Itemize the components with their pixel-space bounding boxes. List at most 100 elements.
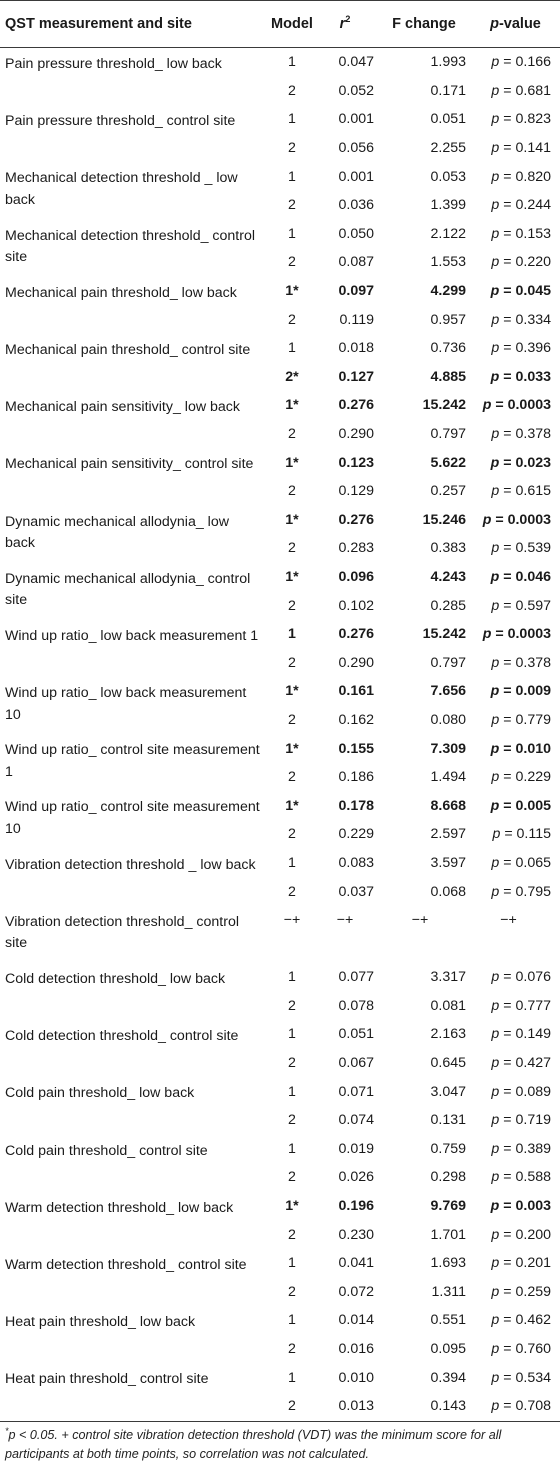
header-r: r [339,16,346,32]
table-row: 2 0.129 0.257 p = 0.615 [268,477,560,506]
p-symbol: p [491,1112,500,1129]
p-value-number: 0.201 [515,1255,551,1272]
model-cell: 2 [288,883,296,900]
r2-cell: 0.283 [338,540,374,557]
p-value-number: 0.777 [515,997,551,1014]
model-cell: 1 [288,111,296,128]
p-equals: = [499,883,516,900]
f-change-cell: 0.171 [430,82,466,99]
model-cell: 2* [285,368,299,385]
r2-cell: 0.230 [338,1226,374,1243]
r2-cell: 0.290 [338,426,374,443]
measurement-label: Wind up ratio_ control site measurement … [5,799,260,837]
f-change-cell: 0.131 [430,1112,466,1129]
model-rows: 1 0.001 0.053 p = 0.820 2 0.036 1.399 p = 0.244 [268,162,560,219]
p-symbol: p [491,311,500,328]
r2-cell: 0.074 [338,1112,374,1129]
p-value-cell: p = 0.378 [466,426,555,442]
header-measurement: QST measurement and site [5,16,192,32]
r2-cell: 0.056 [338,140,374,157]
model-rows: 1* 0.096 4.243 p = 0.046 2 0.102 0.285 p = 0.59… [268,563,560,620]
table-row: 2 0.162 0.080 p = 0.779 [268,706,560,735]
measurement-label: Heat pain threshold_ low back [5,1314,196,1331]
p-value-cell: p = 0.539 [466,540,555,556]
f-change-cell: 2.163 [430,1026,466,1043]
model-rows: 1* 0.178 8.668 p = 0.005 2 0.229 2.597 p = 0.11… [268,791,560,848]
p-equals: = [499,54,516,71]
p-symbol: p [491,969,500,986]
table-row: 2 0.072 1.311 p = 0.259 [268,1278,560,1307]
table-row-group: Warm detection threshold_ low back 1* 0.19… [0,1192,560,1249]
p-value-cell: p = 0.153 [466,226,555,242]
p-equals: = [499,483,516,500]
table-row: 2 0.067 0.645 p = 0.427 [268,1049,560,1078]
measurement-label: Heat pain threshold_ control site [5,1371,209,1388]
table-row-group: Mechanical pain sensitivity_ control sit… [0,448,560,505]
p-symbol: p [491,654,500,671]
f-change-cell: 2.597 [430,826,466,843]
p-value-cell: p = 0.795 [466,884,555,900]
p-equals: = [499,140,516,157]
p-symbol: p [491,883,500,900]
p-value-number: 0.089 [515,1083,551,1100]
p-equals: = [491,626,508,643]
model-cell: 1* [285,397,299,414]
p-symbol: p [491,168,500,185]
model-rows: 1 0.276 15.242 p = 0.0003 2 0.290 0.797 p = 0.3… [268,620,560,677]
table-row: 2 0.056 2.255 p = 0.141 [268,134,560,163]
p-value-number: 0.259 [515,1283,551,1300]
table-header: QST measurement and site Model r2 F chan… [0,1,560,47]
table-row-group: Mechanical pain sensitivity_ low back 1* 0… [0,391,560,448]
model-rows: 1 0.014 0.551 p = 0.462 2 0.016 0.095 p = 0.760 [268,1306,560,1363]
table-row: 1 0.276 15.242 p = 0.0003 [268,620,560,649]
model-cell: 2 [288,1169,296,1186]
table-row: 2 0.037 0.068 p = 0.795 [268,877,560,906]
p-equals: = [499,654,516,671]
measurement-label: Vibration detection threshold_ control s… [5,913,239,952]
model-rows: 1* 0.196 9.769 p = 0.003 2 0.230 1.701 p = 0.20… [268,1192,560,1249]
p-value-cell: p = 0.681 [466,83,555,99]
p-value-cell: p = 0.378 [466,655,555,671]
p-value-cell: p = 0.534 [466,1370,555,1386]
header-p: p [490,16,499,32]
f-change-cell: 0.797 [430,654,466,671]
model-cell: 2 [288,1226,296,1243]
p-equals: = [499,254,516,271]
p-equals: = [499,1026,516,1043]
p-equals: = [499,1083,516,1100]
p-value-cell: p = 0.396 [466,340,555,356]
model-cell: 1 [288,54,296,71]
p-value-cell: p = 0.244 [466,197,555,213]
model-cell: 2 [288,769,296,786]
f-change-cell: 5.622 [430,454,466,471]
r2-cell: 0.041 [338,1255,374,1272]
p-value-cell: p = 0.010 [466,741,555,757]
measurement-label: Pain pressure threshold_ control site [5,113,236,130]
p-equals: = [499,1341,516,1358]
p-value-number: 0.076 [515,969,551,986]
table-row: 2 0.074 0.131 p = 0.719 [268,1106,560,1135]
p-symbol: p [491,1369,500,1386]
p-value-number: 0.779 [515,711,551,728]
p-equals: = [499,82,516,99]
model-cell: 1 [288,225,296,242]
p-symbol: p [491,1255,500,1272]
p-value-number: 0.389 [515,1140,551,1157]
r2-cell: 0.047 [338,54,374,71]
table-row: 1* 0.178 8.668 p = 0.005 [268,791,560,820]
table-row: 1 0.014 0.551 p = 0.462 [268,1306,560,1335]
p-equals: = [499,568,516,585]
table-row-group: Wind up ratio_ low back measurement 10 1*… [0,677,560,734]
model-cell: 2 [288,254,296,271]
r2-cell: 0.276 [338,511,374,528]
model-cell: 1* [285,511,299,528]
table-row-group: Dynamic mechanical allodynia_ control si… [0,563,560,620]
f-change-cell: 9.769 [430,1198,466,1215]
table-row: 1 0.001 0.053 p = 0.820 [268,162,560,191]
r2-cell: 0.050 [338,225,374,242]
p-value-number: 0.005 [515,797,551,814]
p-symbol: p [491,711,500,728]
model-cell: 2 [288,597,296,614]
model-cell: 1* [285,740,299,757]
model-rows: 1 0.047 1.993 p = 0.166 2 0.052 0.171 p = 0.681 [268,48,560,105]
